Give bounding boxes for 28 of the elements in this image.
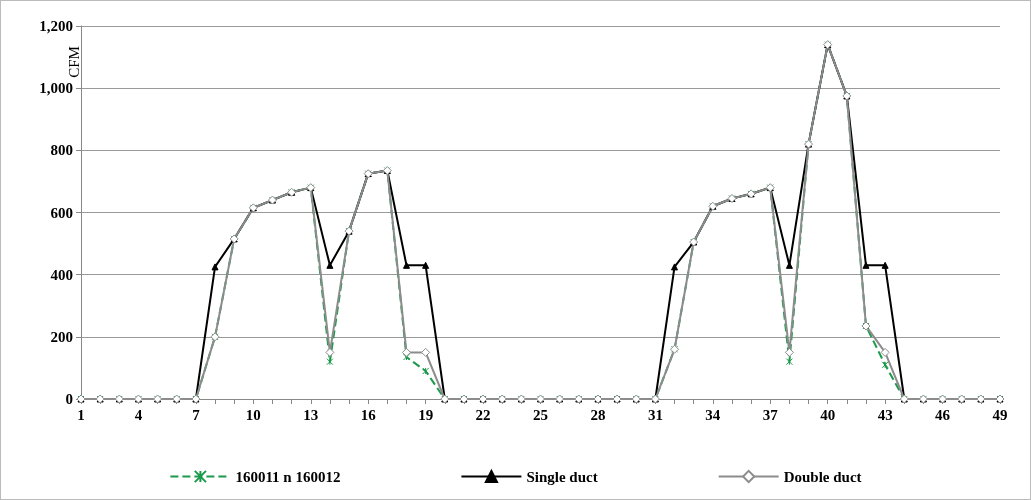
legend-label: Single duct (526, 468, 598, 485)
y-tick-label: 400 (50, 266, 73, 283)
y-tick-label: 1,200 (39, 18, 73, 34)
x-tick-label: 19 (418, 406, 434, 423)
y-tick-label: 600 (50, 204, 73, 221)
x-tick-label: 7 (192, 406, 201, 423)
legend-label: 160011 n 160012 (235, 468, 341, 485)
x-tick-label: 49 (992, 406, 1008, 423)
x-tick-label: 13 (303, 406, 319, 423)
x-tick-label: 43 (877, 406, 893, 423)
x-tick-label: 46 (935, 406, 951, 423)
x-tick-label: 22 (475, 406, 491, 423)
x-tick-label: 16 (360, 406, 377, 423)
x-tick-label: 4 (134, 406, 143, 423)
x-tick-label: 40 (820, 406, 836, 423)
legend-label: Double duct (783, 468, 862, 485)
x-tick-label: 25 (533, 406, 548, 423)
x-tick-label: 28 (590, 406, 606, 423)
x-tick-label: 37 (762, 406, 779, 423)
x-tick-label: 31 (647, 406, 663, 423)
y-tick-label: 0 (65, 391, 73, 407)
y-tick-label: 200 (50, 328, 73, 345)
y-axis-title: CFM (65, 46, 82, 78)
x-tick-label: 1 (77, 406, 85, 423)
x-tick-label: 10 (245, 406, 261, 423)
x-tick-label: 34 (705, 406, 721, 423)
y-tick-label: 1,000 (39, 80, 73, 97)
y-tick-label: 800 (50, 142, 73, 159)
